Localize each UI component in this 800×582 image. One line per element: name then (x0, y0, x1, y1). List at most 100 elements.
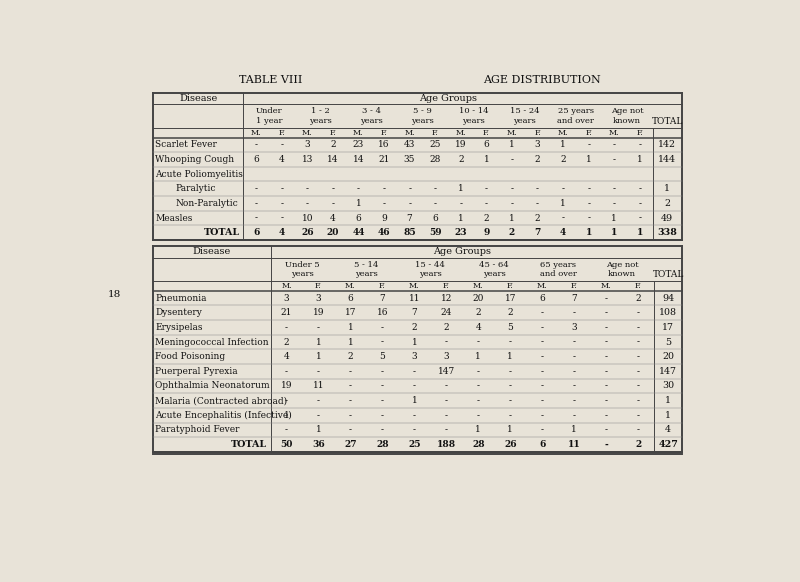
Text: -: - (536, 184, 539, 193)
Text: -: - (573, 381, 576, 391)
Text: 14: 14 (353, 155, 364, 164)
Text: Pneumonia: Pneumonia (155, 294, 206, 303)
Text: 1: 1 (560, 140, 566, 150)
Text: F.: F. (330, 129, 336, 137)
Text: -: - (434, 184, 437, 193)
Text: Puerperal Pyrexia: Puerperal Pyrexia (155, 367, 238, 376)
Text: 188: 188 (437, 440, 456, 449)
Text: -: - (613, 140, 616, 150)
Text: M.: M. (302, 129, 313, 137)
Text: M.: M. (409, 282, 420, 290)
Text: -: - (562, 184, 565, 193)
Text: -: - (445, 411, 448, 420)
Text: Acute Encephalitis (Infective): Acute Encephalitis (Infective) (155, 411, 292, 420)
Text: 1: 1 (475, 352, 481, 361)
Text: 14: 14 (327, 155, 338, 164)
Text: -: - (349, 367, 352, 376)
Text: Disease: Disease (179, 94, 217, 103)
Text: -: - (605, 294, 608, 303)
Text: 5: 5 (507, 323, 514, 332)
Text: 44: 44 (352, 228, 365, 237)
Text: F.: F. (571, 282, 578, 290)
Text: -: - (285, 396, 288, 405)
Text: -: - (613, 155, 616, 164)
Text: 2: 2 (664, 199, 670, 208)
Text: -: - (306, 199, 309, 208)
Text: 7: 7 (379, 294, 386, 303)
Text: -: - (587, 140, 590, 150)
Text: 46: 46 (378, 228, 390, 237)
Text: 1: 1 (509, 214, 514, 222)
Text: 5: 5 (665, 338, 671, 346)
Text: -: - (349, 411, 352, 420)
Text: 7: 7 (534, 228, 541, 237)
Text: -: - (381, 396, 384, 405)
Text: -: - (613, 199, 616, 208)
Text: Measles: Measles (155, 214, 193, 222)
Text: 21: 21 (281, 308, 292, 317)
Text: 94: 94 (662, 294, 674, 303)
Text: 43: 43 (404, 140, 415, 150)
Text: -: - (477, 381, 480, 391)
Text: M.: M. (558, 129, 568, 137)
Text: 20: 20 (473, 294, 484, 303)
Text: 3: 3 (316, 294, 322, 303)
Text: -: - (541, 308, 544, 317)
Text: -: - (541, 411, 544, 420)
Text: -: - (280, 214, 283, 222)
Text: 15 - 44
years: 15 - 44 years (415, 261, 446, 278)
Text: -: - (573, 411, 576, 420)
Text: -: - (541, 425, 544, 434)
Text: -: - (510, 184, 514, 193)
Text: 17: 17 (505, 294, 516, 303)
Text: -: - (381, 411, 384, 420)
Text: -: - (485, 184, 488, 193)
Text: -: - (587, 184, 590, 193)
Text: F.: F. (315, 282, 322, 290)
Text: 15 - 24
years: 15 - 24 years (510, 108, 539, 125)
Text: 144: 144 (658, 155, 676, 164)
Text: -: - (280, 184, 283, 193)
Text: 2: 2 (534, 155, 540, 164)
Text: -: - (587, 199, 590, 208)
Text: 2: 2 (411, 323, 417, 332)
Text: 4: 4 (475, 323, 481, 332)
Text: 1: 1 (560, 199, 566, 208)
Text: -: - (254, 214, 258, 222)
Text: 25: 25 (430, 140, 441, 150)
Text: 28: 28 (430, 155, 441, 164)
Text: -: - (445, 396, 448, 405)
Text: 2: 2 (509, 228, 515, 237)
Text: 17: 17 (662, 323, 674, 332)
Text: Age not
known: Age not known (606, 261, 638, 278)
Text: F.: F. (637, 129, 643, 137)
Text: 1 - 2
years: 1 - 2 years (309, 108, 331, 125)
Text: Paralytic: Paralytic (176, 184, 217, 193)
Text: F.: F. (534, 129, 541, 137)
Text: 27: 27 (344, 440, 357, 449)
Text: Under
1 year: Under 1 year (256, 108, 282, 125)
Text: -: - (349, 425, 352, 434)
Text: Erysipelas: Erysipelas (155, 323, 202, 332)
Text: -: - (613, 184, 616, 193)
Text: 1: 1 (458, 214, 464, 222)
Text: F.: F. (432, 129, 438, 137)
Text: 2: 2 (330, 140, 336, 150)
Text: -: - (381, 367, 384, 376)
Text: -: - (434, 199, 437, 208)
Text: 7: 7 (411, 308, 418, 317)
Text: -: - (381, 338, 384, 346)
Text: 85: 85 (403, 228, 416, 237)
Text: 21: 21 (378, 155, 390, 164)
Text: 2: 2 (475, 308, 481, 317)
Text: 1: 1 (483, 155, 490, 164)
Text: F.: F. (443, 282, 450, 290)
Text: -: - (637, 381, 640, 391)
Text: TABLE VIII: TABLE VIII (239, 75, 302, 85)
Text: 9: 9 (483, 228, 490, 237)
Text: TOTAL: TOTAL (652, 270, 684, 279)
Text: 1: 1 (458, 184, 464, 193)
Text: -: - (637, 425, 640, 434)
Text: -: - (605, 308, 608, 317)
Text: -: - (381, 323, 384, 332)
